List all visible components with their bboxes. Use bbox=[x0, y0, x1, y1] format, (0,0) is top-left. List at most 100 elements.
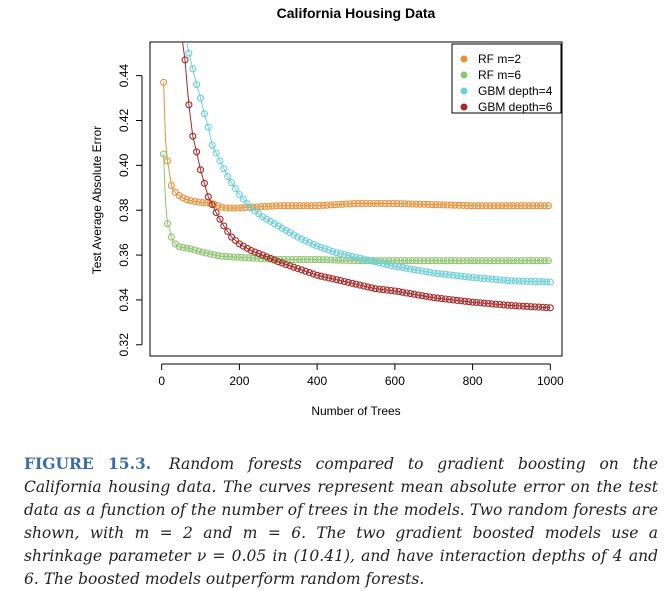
data-point bbox=[321, 273, 329, 281]
data-point bbox=[266, 217, 275, 225]
data-point bbox=[441, 295, 449, 303]
data-point bbox=[406, 290, 414, 298]
data-point bbox=[449, 296, 457, 304]
x-tick-label: 0 bbox=[158, 374, 165, 388]
data-point bbox=[278, 259, 286, 267]
data-point bbox=[531, 277, 539, 286]
data-point bbox=[307, 256, 315, 264]
data-point bbox=[296, 256, 304, 264]
data-point bbox=[228, 179, 236, 187]
data-point bbox=[309, 270, 317, 278]
data-point bbox=[401, 200, 409, 208]
data-point bbox=[519, 302, 527, 310]
data-point bbox=[181, 56, 189, 64]
data-point bbox=[282, 260, 290, 269]
data-point bbox=[183, 244, 191, 252]
data-point bbox=[531, 303, 539, 311]
data-point bbox=[457, 272, 465, 280]
data-point bbox=[224, 173, 232, 181]
data-point bbox=[482, 202, 490, 210]
data-point bbox=[502, 257, 510, 265]
data-point bbox=[459, 201, 467, 209]
data-point bbox=[183, 196, 191, 204]
y-tick-label: 0.42 bbox=[117, 108, 131, 132]
data-point bbox=[436, 201, 444, 209]
data-point bbox=[206, 250, 214, 258]
data-point bbox=[311, 202, 319, 210]
data-point bbox=[476, 299, 484, 307]
data-point bbox=[323, 256, 331, 264]
data-point bbox=[257, 203, 265, 211]
data-point bbox=[202, 249, 210, 257]
data-point bbox=[362, 199, 370, 208]
data-point bbox=[505, 257, 514, 265]
y-tick-label: 0.32 bbox=[117, 333, 131, 357]
data-point bbox=[263, 253, 271, 261]
data-point bbox=[276, 202, 284, 210]
data-point bbox=[224, 227, 232, 236]
data-point bbox=[523, 302, 531, 310]
data-point bbox=[311, 256, 319, 264]
data-point bbox=[369, 199, 378, 208]
y-tick-label: 0.44 bbox=[117, 64, 131, 88]
legend-swatch bbox=[460, 87, 468, 95]
data-point bbox=[344, 251, 352, 260]
legend-label: GBM depth=6 bbox=[478, 100, 553, 114]
data-point bbox=[230, 253, 238, 261]
data-point bbox=[340, 251, 348, 259]
y-tick-label: 0.34 bbox=[117, 288, 131, 312]
data-point bbox=[334, 256, 343, 264]
data-point bbox=[408, 257, 416, 265]
data-point bbox=[410, 266, 418, 274]
data-point bbox=[266, 254, 275, 262]
data-point bbox=[465, 273, 473, 281]
data-point bbox=[424, 257, 432, 265]
data-point bbox=[422, 292, 430, 300]
data-point bbox=[490, 202, 498, 210]
data-point bbox=[160, 78, 168, 86]
data-point bbox=[521, 257, 529, 265]
data-point bbox=[319, 256, 327, 264]
data-point bbox=[212, 208, 220, 217]
legend-swatch bbox=[460, 103, 468, 111]
data-point bbox=[340, 277, 348, 286]
data-point bbox=[399, 288, 407, 296]
x-tick-label: 200 bbox=[229, 374, 249, 388]
data-point bbox=[387, 286, 395, 295]
data-point bbox=[523, 277, 531, 285]
x-axis-label: Number of Trees bbox=[311, 404, 400, 418]
data-point bbox=[381, 199, 389, 208]
data-point bbox=[470, 257, 479, 265]
x-tick-label: 600 bbox=[385, 374, 405, 388]
data-point bbox=[208, 201, 216, 209]
data-point bbox=[163, 157, 172, 165]
data-point bbox=[350, 200, 358, 208]
data-point bbox=[434, 269, 442, 278]
data-point bbox=[212, 149, 220, 157]
data-point bbox=[323, 201, 331, 209]
x-tick-label: 800 bbox=[463, 374, 483, 388]
data-point bbox=[451, 257, 459, 265]
data-point bbox=[331, 201, 339, 209]
data-point bbox=[461, 273, 469, 281]
data-point bbox=[187, 245, 195, 253]
data-point bbox=[251, 248, 259, 256]
data-point bbox=[356, 254, 364, 262]
data-point bbox=[474, 202, 482, 210]
data-point bbox=[220, 165, 228, 173]
data-point bbox=[290, 231, 298, 239]
data-point bbox=[278, 224, 286, 232]
caption-text: Random forests compared to gradient boos… bbox=[24, 455, 658, 588]
data-point bbox=[443, 201, 451, 209]
data-point bbox=[474, 257, 482, 265]
data-point bbox=[338, 200, 346, 208]
data-point bbox=[507, 301, 516, 310]
data-point bbox=[441, 270, 449, 278]
data-point bbox=[303, 256, 311, 264]
data-point bbox=[455, 257, 463, 265]
data-point bbox=[463, 202, 471, 210]
data-point bbox=[367, 284, 376, 292]
data-point bbox=[163, 220, 172, 228]
data-point bbox=[412, 257, 420, 265]
data-point bbox=[447, 257, 455, 265]
